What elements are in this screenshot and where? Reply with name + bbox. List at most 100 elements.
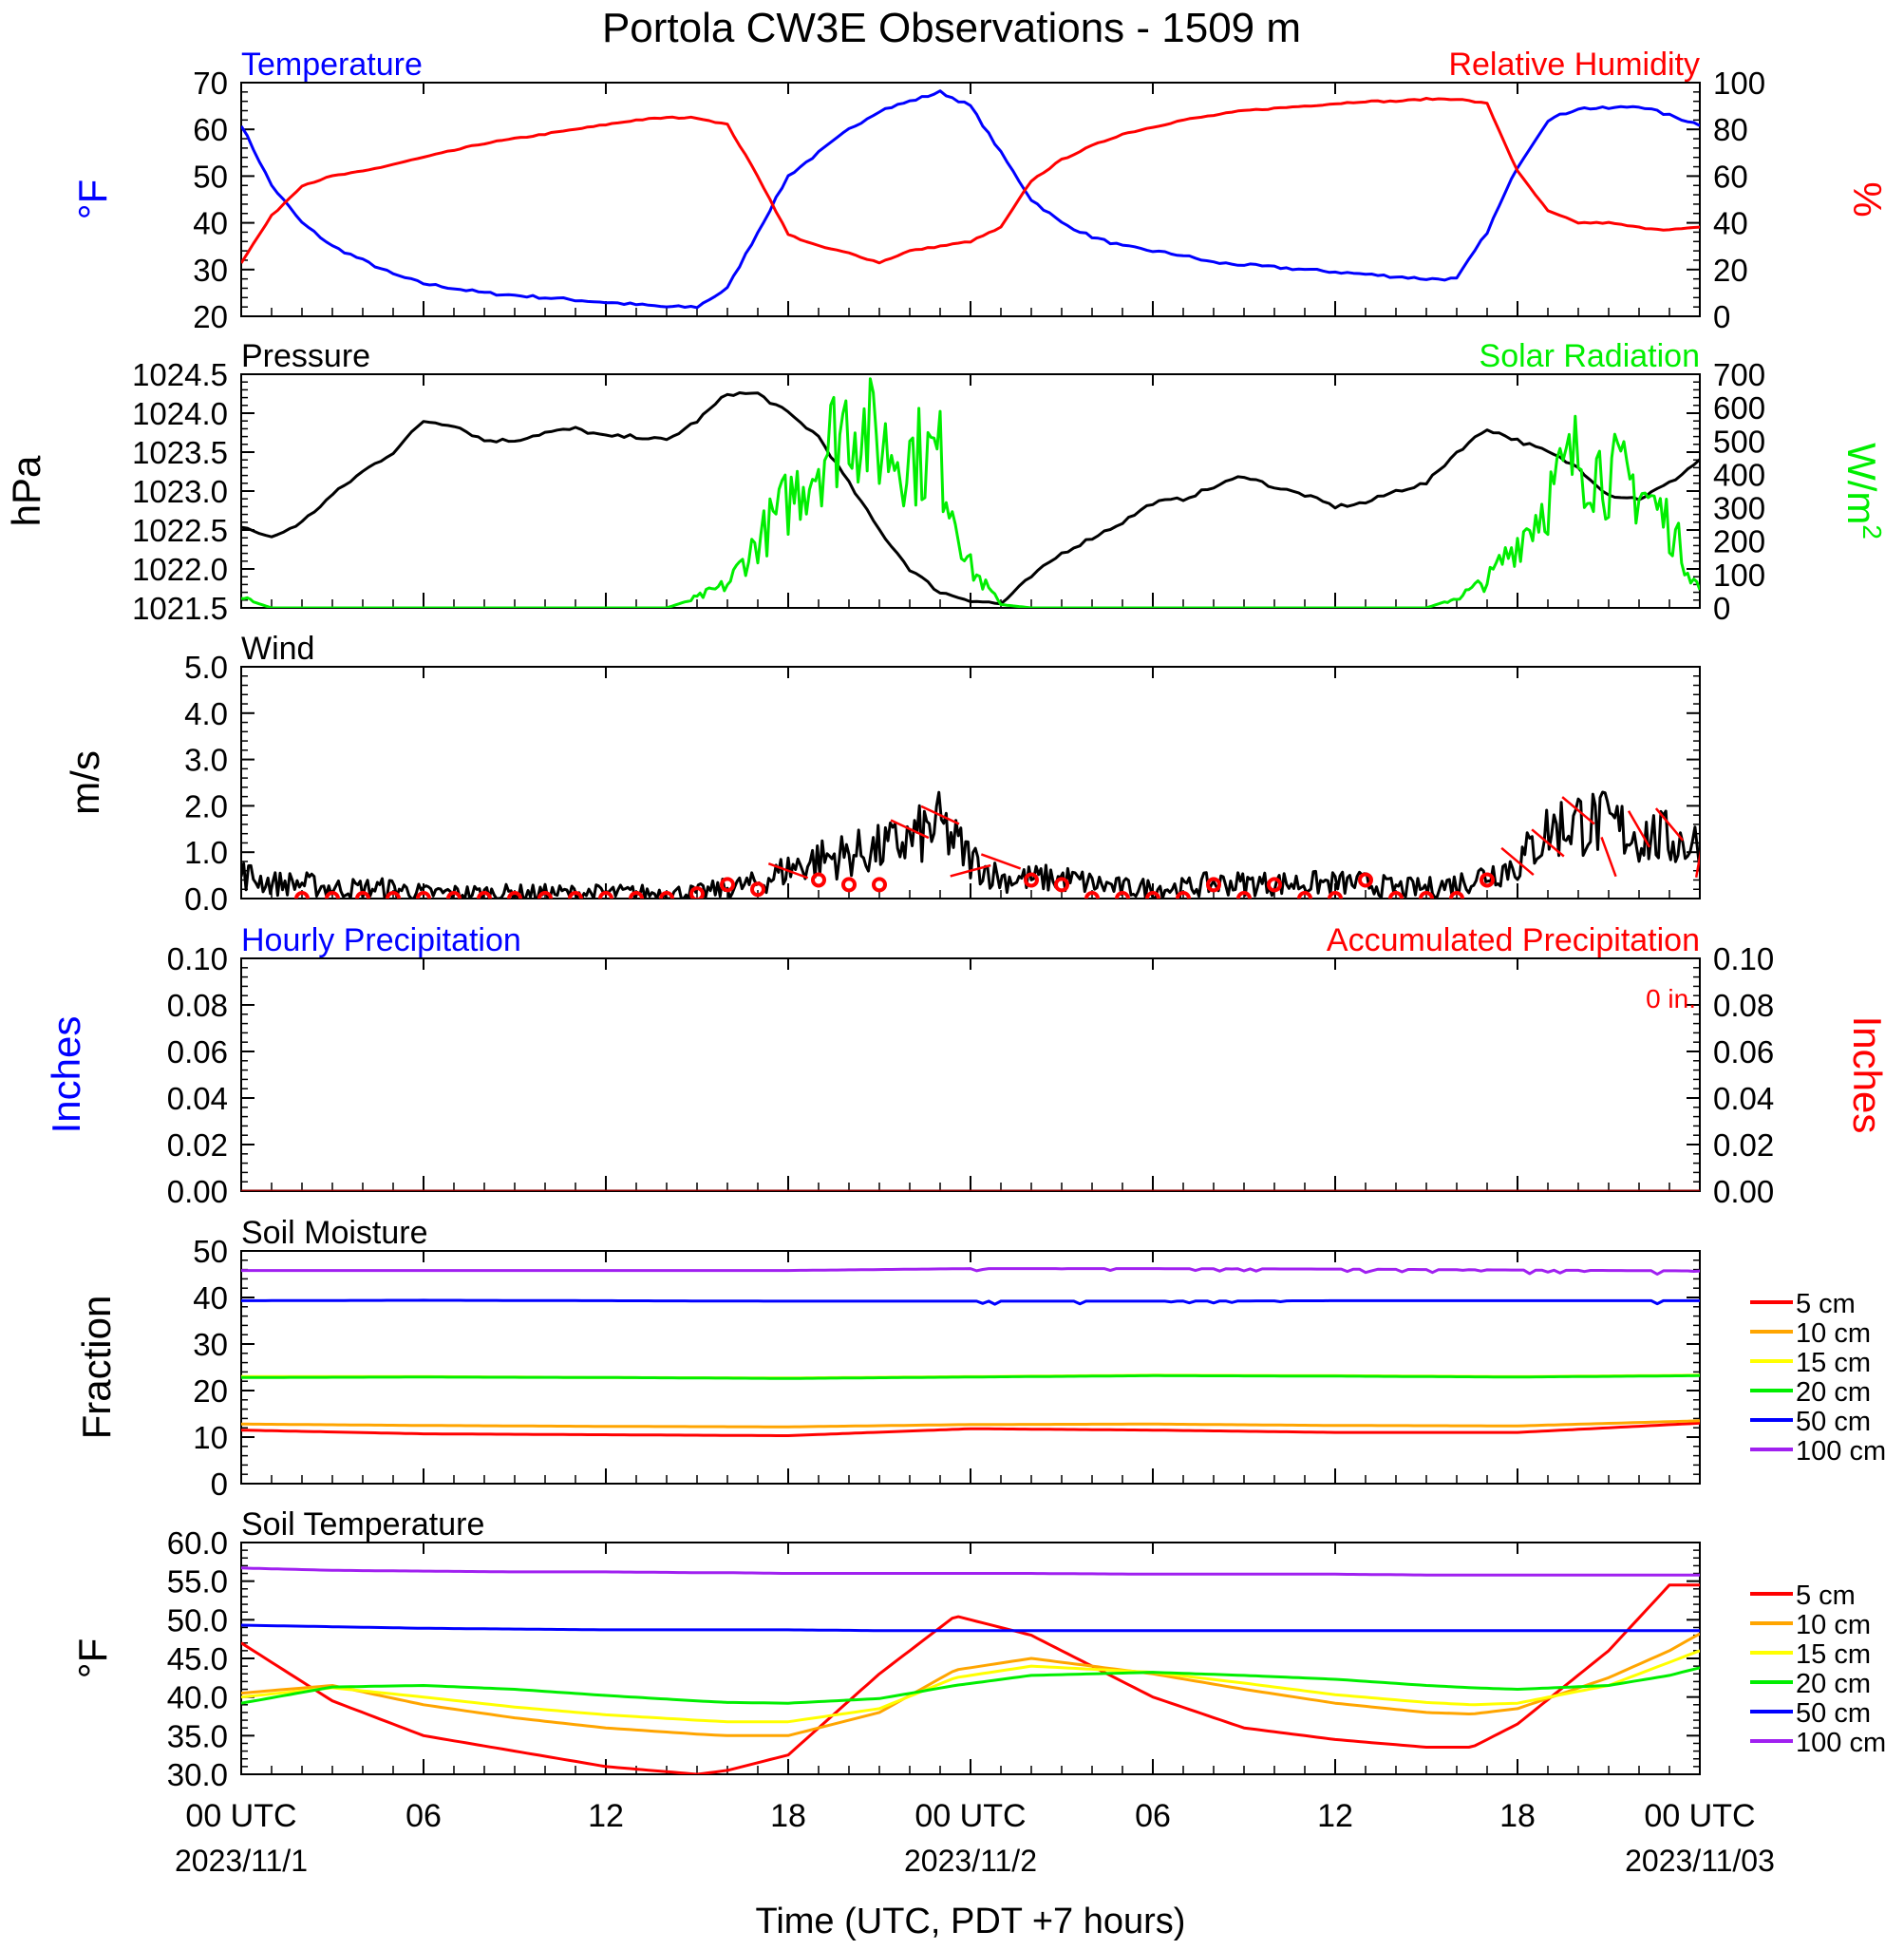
wind-calm-marker [841, 877, 857, 893]
x-tick-label: 00 UTC [914, 1798, 1026, 1834]
wind-calm-marker [294, 891, 310, 899]
precipitation-panel: 0.00 0.02 0.04 0.06 0.08 0.10 0.00 0.02 0.04 0.06… [44, 922, 1890, 1209]
y-tick-label: 1022.0 [132, 552, 228, 587]
wind-calm-marker [1328, 891, 1343, 899]
y-tick-label: 60 [193, 112, 228, 147]
y-tick-label: 0.10 [167, 941, 228, 976]
wind-calm-marker [1115, 891, 1130, 899]
y-axis-label-right: Inches [1845, 1016, 1890, 1134]
series-100-cm [241, 1267, 1700, 1276]
y-right-tick-label: 60 [1713, 159, 1748, 194]
y-right-tick-label: 500 [1713, 424, 1765, 459]
wind-calm-marker [537, 891, 553, 899]
wind-calm-marker [446, 891, 462, 899]
legend-label: 10 cm [1796, 1610, 1871, 1640]
wind-direction-barb [1500, 846, 1535, 877]
y-right-tick-label: 200 [1713, 524, 1765, 559]
y-tick-label: 60.0 [167, 1525, 228, 1561]
series-20-cm [241, 1373, 1700, 1380]
y-tick-label: 0.0 [184, 881, 228, 917]
y-right-tick-label: 80 [1713, 112, 1748, 147]
series-pressure [241, 391, 1700, 606]
figure-title: Portola CW3E Observations - 1509 m [602, 5, 1301, 51]
plot-frame [240, 82, 1701, 317]
wind-calm-marker [1236, 891, 1252, 899]
y-tick-label: 0.08 [167, 988, 228, 1023]
wind-calm-marker [1267, 877, 1282, 893]
y-right-tick-label: 0.04 [1713, 1081, 1774, 1116]
y-axis-label-right-sup: 2 [1857, 524, 1887, 540]
series-relative-humidity [241, 97, 1700, 265]
wind-direction-barb [950, 863, 991, 878]
y-tick-label: 30.0 [167, 1757, 228, 1792]
soil-temperature-panel: 30.0 35.040.0 45.050.055.060.0 Soil Tempera… [70, 1506, 1886, 1792]
series-100-cm [241, 1566, 1700, 1577]
series-10-cm [241, 1632, 1700, 1737]
y-tick-label: 5.0 [184, 650, 228, 685]
y-tick-label: 1022.5 [132, 513, 228, 548]
plot-area [241, 790, 1700, 899]
y-tick-label: 20 [193, 299, 228, 334]
wind-calm-marker [750, 881, 765, 898]
y-tick-label: 40.0 [167, 1680, 228, 1715]
panel-right-title: Accumulated Precipitation [1327, 922, 1700, 958]
series-50-cm [241, 1623, 1700, 1633]
y-right-tick-label: 400 [1713, 457, 1765, 492]
y-tick-label: 1021.5 [132, 591, 228, 626]
y-tick-label: 2.0 [184, 788, 228, 824]
wind-direction-barb [890, 819, 930, 840]
y-tick-label: 10 [193, 1420, 228, 1455]
x-tick-label: 18 [1499, 1798, 1536, 1834]
legend-label: 100 cm [1796, 1728, 1886, 1758]
y-right-tick-label: 0 [1713, 591, 1730, 626]
y-axis-label-right: % [1845, 181, 1890, 217]
wind-calm-marker [1024, 872, 1039, 888]
series-5-cm [241, 1421, 1700, 1437]
y-tick-label: 30 [193, 253, 228, 288]
y-tick-label: 0.02 [167, 1127, 228, 1163]
x-tick-label: 18 [770, 1798, 806, 1834]
y-tick-label: 1024.5 [132, 357, 228, 392]
y-tick-label: 0 [211, 1467, 228, 1502]
y-right-tick-label: 600 [1713, 390, 1765, 426]
plot-frame [240, 957, 1701, 1192]
series-temperature [241, 89, 1700, 310]
y-tick-label: 50 [193, 1234, 228, 1269]
accumulated-precip-annotation: 0 in. [1646, 984, 1696, 1013]
x-tick-label: 00 UTC [1644, 1798, 1755, 1834]
wind-calm-marker [720, 877, 735, 893]
y-tick-label: 35.0 [167, 1718, 228, 1753]
y-right-tick-label: 20 [1713, 253, 1748, 288]
x-date-label: 2023/11/03 [1625, 1844, 1775, 1878]
x-tick-label: 06 [1135, 1798, 1171, 1834]
wind-calm-marker [477, 891, 492, 899]
y-right-tick-label: 100 [1713, 558, 1765, 593]
wind-calm-marker [507, 891, 522, 899]
y-right-tick-label: 0.06 [1713, 1034, 1774, 1070]
pressure-solar-panel: 1021.5 1022.0 1022.5 1023.0 1023.5 1024.0 1024… [4, 338, 1887, 626]
y-right-tick-label: 0 [1713, 299, 1730, 334]
series-15-cm [241, 1649, 1700, 1724]
wind-calm-marker [1176, 891, 1191, 899]
time-axis: 00 UTC 2023/11/1 06 12 18 00 UTC 2023/11/2 06 12… [175, 1798, 1775, 1878]
y-tick-label: 50.0 [167, 1602, 228, 1638]
y-tick-label: 45.0 [167, 1641, 228, 1676]
y-right-tick-label: 100 [1713, 66, 1765, 101]
wind-panel: 0.0 1.0 2.0 3.0 4.0 5.0 Wind m/s [63, 631, 1701, 917]
y-right-tick-label: 0.02 [1713, 1127, 1774, 1163]
wind-calm-marker [1297, 891, 1312, 899]
x-tick-label: 12 [588, 1798, 624, 1834]
x-date-label: 2023/11/2 [904, 1844, 1037, 1878]
wind-calm-marker [872, 877, 887, 893]
legend-label: 15 cm [1796, 1348, 1871, 1378]
wind-direction-barb [1654, 807, 1685, 842]
wind-direction-barb [1600, 836, 1617, 878]
y-tick-label: 30 [193, 1327, 228, 1362]
legend-label: 15 cm [1796, 1639, 1871, 1670]
y-axis-label-left: °F [70, 1638, 115, 1678]
wind-calm-marker [629, 891, 644, 899]
y-right-tick-label: 700 [1713, 357, 1765, 392]
